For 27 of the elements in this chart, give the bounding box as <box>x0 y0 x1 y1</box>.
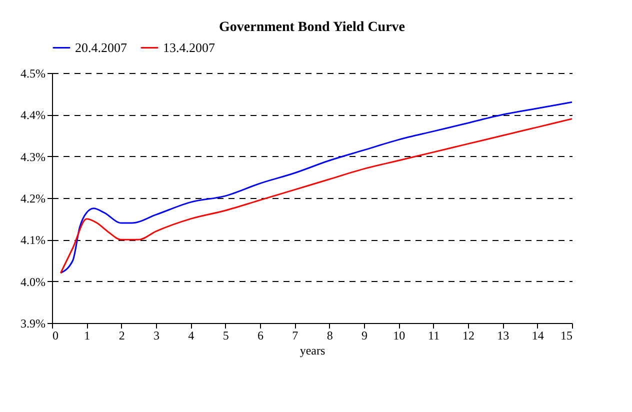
y-tick-label: 3.9% <box>20 316 46 330</box>
legend-label: 13.4.2007 <box>163 40 216 55</box>
x-tick-label: 15 <box>560 328 572 342</box>
x-tick-label: 13 <box>497 328 510 342</box>
x-tick-label: 7 <box>292 328 298 342</box>
x-tick-label: 2 <box>118 328 125 342</box>
chart-title: Government Bond Yield Curve <box>218 20 406 35</box>
x-tick-label: 0 <box>52 328 58 342</box>
y-tick-label: 4.0% <box>20 274 46 289</box>
x-tick-label: 10 <box>393 328 406 342</box>
x-tick-label: 3 <box>154 328 160 342</box>
x-axis-title: years <box>300 344 326 358</box>
x-tick-label: 6 <box>258 328 264 342</box>
x-tick-label: 11 <box>428 328 440 342</box>
y-tick-label: 4.4% <box>20 108 46 122</box>
x-tick-label: 4 <box>188 328 194 342</box>
x-tick-label: 5 <box>222 328 229 342</box>
y-tick-label: 4.2% <box>20 192 46 206</box>
y-tick-label: 4.1% <box>20 233 46 248</box>
x-tick-label: 14 <box>532 328 544 342</box>
y-tick-label: 4.3% <box>20 150 46 164</box>
x-tick-label: 12 <box>462 328 474 342</box>
y-tick-label: 4.5% <box>20 66 46 80</box>
x-tick-label: 9 <box>362 328 368 342</box>
x-tick-label: 8 <box>326 328 333 342</box>
x-tick-label: 1 <box>84 328 90 342</box>
legend-label: 20.4.2007 <box>75 40 128 55</box>
